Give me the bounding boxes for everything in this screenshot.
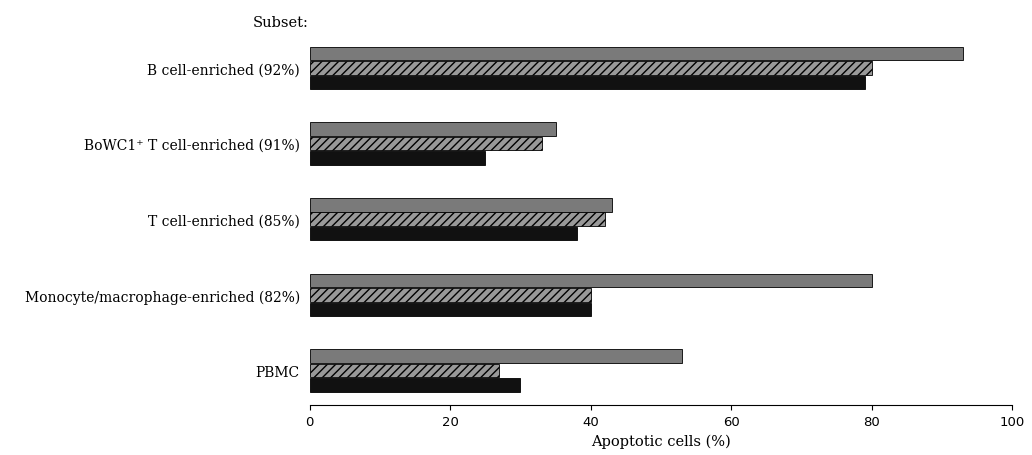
Bar <box>310 152 485 166</box>
Bar <box>310 349 682 363</box>
X-axis label: Apoptotic cells (%): Apoptotic cells (%) <box>591 434 731 448</box>
Bar <box>310 274 872 288</box>
Bar <box>310 48 963 61</box>
Bar <box>310 228 577 241</box>
Bar <box>310 213 605 227</box>
Bar <box>310 303 590 316</box>
Bar <box>310 123 555 137</box>
Text: Subset:: Subset: <box>252 16 309 30</box>
Bar <box>310 378 520 392</box>
Bar <box>310 364 499 378</box>
Bar <box>310 76 865 90</box>
Bar <box>310 62 872 76</box>
Bar <box>310 288 590 302</box>
Bar <box>310 137 542 151</box>
Bar <box>310 199 612 212</box>
